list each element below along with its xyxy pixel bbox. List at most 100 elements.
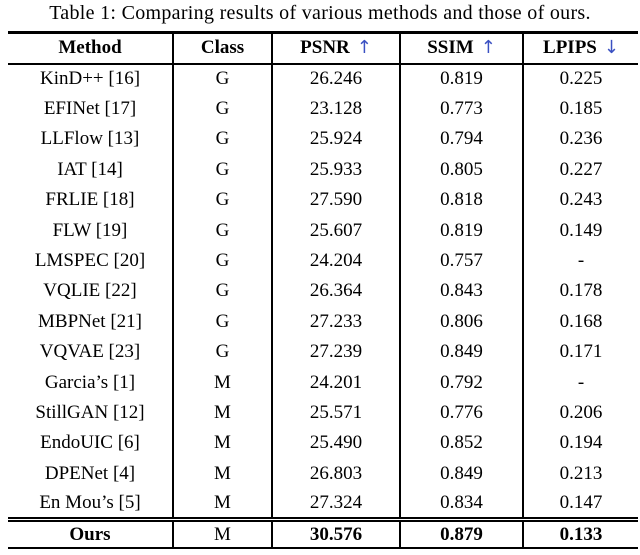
table-body: KinD++ [16] G 26.246 0.819 0.225 EFINet [17] G…	[8, 63, 638, 550]
class-header-label: Class	[200, 37, 245, 59]
ssim-cell: 0.852	[400, 428, 524, 459]
method-cell: KinD++ [16]	[8, 63, 174, 94]
table-row: MBPNet [21] G 27.233 0.806 0.168	[8, 306, 638, 338]
class-cell: M	[173, 516, 273, 550]
method-header-label: Method	[58, 37, 122, 59]
column-header-lpips: LPIPS ↓	[523, 31, 638, 65]
ssim-cell: 0.792	[400, 367, 524, 398]
method-cell: MBPNet [21]	[8, 306, 174, 338]
ssim-cell: 0.879	[400, 516, 524, 550]
ssim-cell: 0.843	[400, 276, 524, 307]
table-row: IAT [14] G 25.933 0.805 0.227	[8, 154, 638, 186]
lpips-cell: 0.185	[559, 98, 603, 120]
class-cell: G	[173, 337, 273, 368]
method-cell: StillGAN [12]	[8, 397, 174, 429]
psnr-cell: 25.924	[272, 124, 401, 155]
method-cell: En Mou’s [5]	[8, 488, 174, 520]
ssim-cell: 0.819	[400, 215, 524, 246]
lpips-cell: 0.236	[559, 128, 603, 150]
class-cell: M	[173, 488, 273, 520]
column-header-method: Method	[8, 31, 174, 65]
table-row: StillGAN [12] M 25.571 0.776 0.206	[8, 397, 638, 429]
lpips-cell: -	[577, 371, 585, 393]
ssim-header-label: SSIM	[427, 37, 474, 59]
psnr-cell: 27.324	[272, 488, 401, 520]
psnr-cell: 25.933	[272, 154, 401, 186]
results-table: Method Class PSNR ↑ SSIM ↑ LPIPS ↓ KinD++ […	[8, 31, 638, 550]
class-cell: G	[173, 124, 273, 155]
table-row: FRLIE [18] G 27.590 0.818 0.243	[8, 185, 638, 216]
psnr-cell: 26.364	[272, 276, 401, 307]
class-cell: G	[173, 245, 273, 277]
class-cell: M	[173, 428, 273, 459]
up-arrow-icon: ↑	[480, 37, 496, 59]
class-cell: G	[173, 93, 273, 125]
ssim-cell: 0.834	[400, 488, 524, 520]
table-row: Garcia’s [1] M 24.201 0.792 -	[8, 367, 638, 398]
method-cell: VQVAE [23]	[8, 337, 174, 368]
table-row: LLFlow [13] G 25.924 0.794 0.236	[8, 124, 638, 155]
table-row: FLW [19] G 25.607 0.819 0.149	[8, 215, 638, 246]
psnr-cell: 30.576	[272, 516, 401, 550]
table-caption: Table 1: Comparing results of various me…	[49, 2, 591, 24]
lpips-cell: 0.149	[559, 219, 603, 241]
lpips-cell: 0.178	[559, 280, 603, 302]
class-cell: M	[173, 397, 273, 429]
class-cell: G	[173, 63, 273, 94]
psnr-header-label: PSNR	[300, 37, 350, 59]
table-row: DPENet [4] M 26.803 0.849 0.213	[8, 458, 638, 489]
lpips-cell: 0.227	[559, 158, 603, 180]
up-arrow-icon: ↑	[356, 37, 372, 59]
lpips-cell: -	[577, 250, 585, 272]
psnr-cell: 27.239	[272, 337, 401, 368]
psnr-cell: 25.571	[272, 397, 401, 429]
class-cell: M	[173, 458, 273, 489]
psnr-cell: 24.201	[272, 367, 401, 398]
lpips-cell: 0.133	[523, 516, 638, 550]
method-cell: LMSPEC [20]	[8, 245, 174, 277]
ssim-cell: 0.776	[400, 397, 524, 429]
table-row: VQLIE [22] G 26.364 0.843 0.178	[8, 276, 638, 307]
class-cell: G	[173, 154, 273, 186]
lpips-cell: 0.171	[559, 341, 603, 363]
column-header-ssim: SSIM ↑	[400, 31, 524, 65]
psnr-cell: 25.607	[272, 215, 401, 246]
lpips-cell: 0.168	[559, 310, 603, 332]
psnr-cell: 27.233	[272, 306, 401, 338]
lpips-cell: 0.243	[559, 189, 603, 211]
psnr-cell: 26.803	[272, 458, 401, 489]
ssim-cell: 0.849	[400, 458, 524, 489]
class-cell: G	[173, 306, 273, 338]
class-cell: G	[173, 276, 273, 307]
lpips-cell: 0.147	[559, 491, 603, 513]
method-cell: LLFlow [13]	[8, 124, 174, 155]
table-row: EndoUIC [6] M 25.490 0.852 0.194	[8, 428, 638, 459]
table-row: KinD++ [16] G 26.246 0.819 0.225	[8, 63, 638, 94]
table-row: En Mou’s [5] M 27.324 0.834 0.147	[8, 488, 638, 520]
lpips-cell: 0.213	[559, 462, 603, 484]
table-row: EFINet [17] G 23.128 0.773 0.185	[8, 93, 638, 125]
method-cell: DPENet [4]	[8, 458, 174, 489]
lpips-cell: 0.225	[559, 68, 603, 90]
psnr-cell: 26.246	[272, 63, 401, 94]
method-cell: Ours	[8, 516, 174, 550]
method-cell: FRLIE [18]	[8, 185, 174, 216]
method-cell: EndoUIC [6]	[8, 428, 174, 459]
psnr-cell: 25.490	[272, 428, 401, 459]
column-header-class: Class	[173, 31, 273, 65]
ssim-cell: 0.794	[400, 124, 524, 155]
ssim-cell: 0.806	[400, 306, 524, 338]
column-header-psnr: PSNR ↑	[272, 31, 401, 65]
table-row-ours: Ours M 30.576 0.879 0.133	[8, 516, 638, 550]
psnr-cell: 23.128	[272, 93, 401, 125]
ssim-cell: 0.757	[400, 245, 524, 277]
table-header: Method Class PSNR ↑ SSIM ↑ LPIPS ↓	[8, 31, 638, 65]
table-row: LMSPEC [20] G 24.204 0.757 -	[8, 245, 638, 277]
method-cell: IAT [14]	[8, 154, 174, 186]
ssim-cell: 0.805	[400, 154, 524, 186]
table-row: VQVAE [23] G 27.239 0.849 0.171	[8, 337, 638, 368]
down-arrow-icon: ↓	[603, 37, 619, 59]
method-cell: FLW [19]	[8, 215, 174, 246]
ssim-cell: 0.773	[400, 93, 524, 125]
header-row: Method Class PSNR ↑ SSIM ↑ LPIPS ↓	[8, 31, 638, 65]
